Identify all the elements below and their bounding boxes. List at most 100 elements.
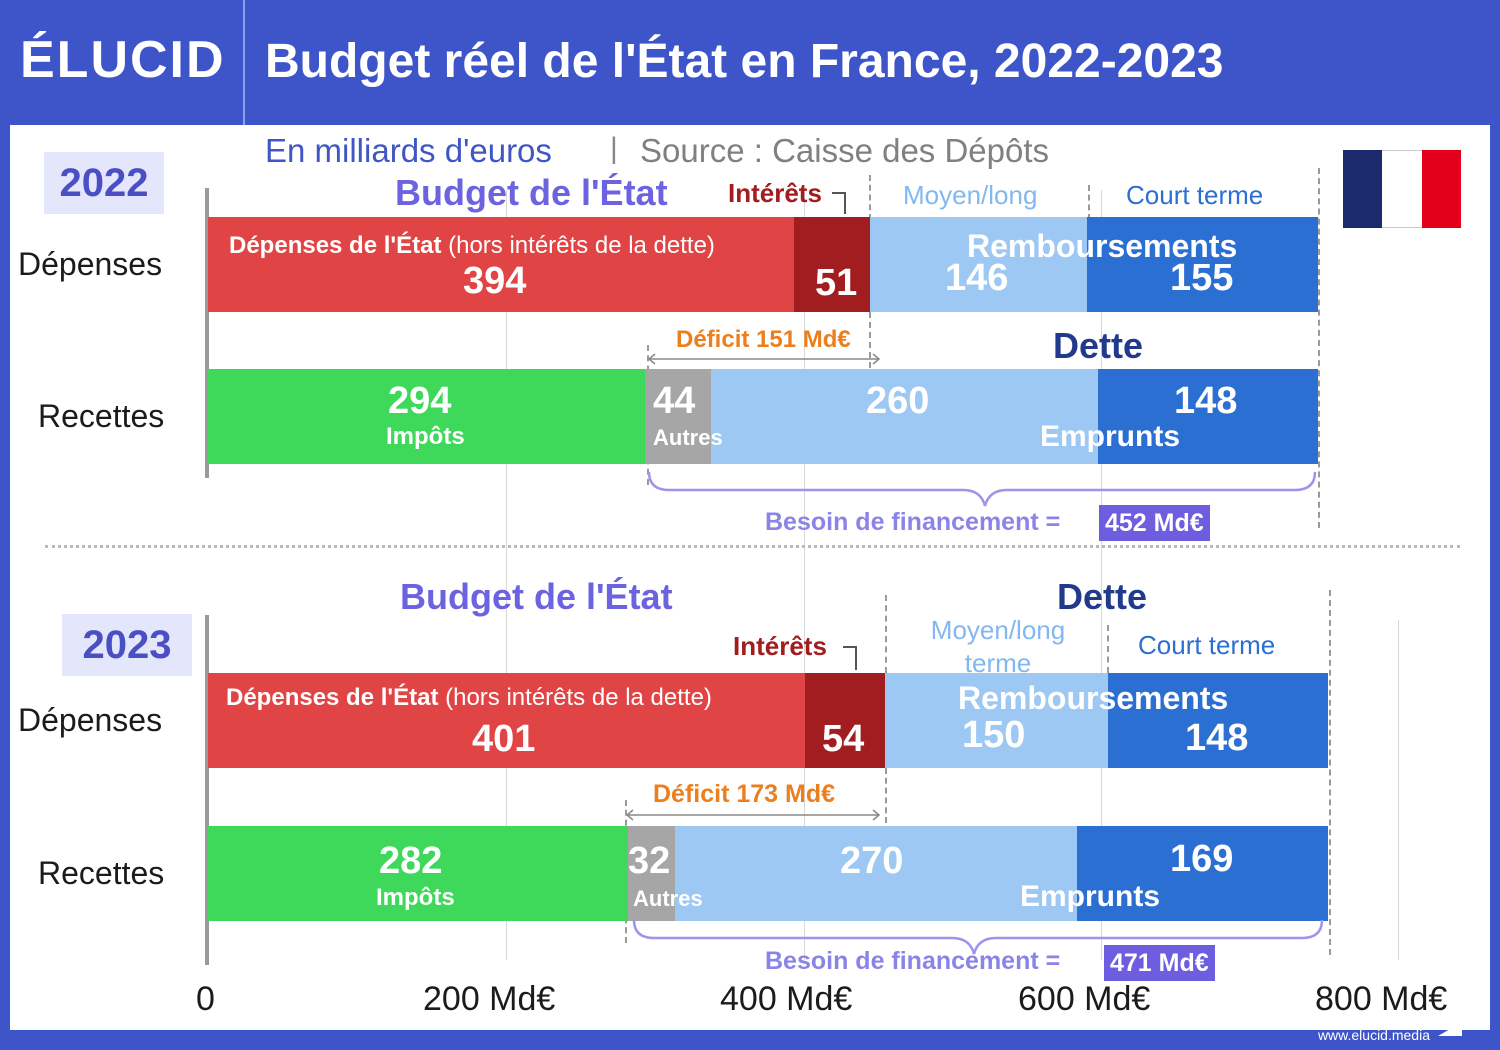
interets-bracket-2022: [832, 192, 846, 214]
bar-remb-court-terme-2023: [1108, 673, 1329, 768]
label-depenses-2023: 401: [472, 718, 536, 760]
deficit-arrow-2023: [625, 809, 881, 821]
besoin-value-2023: 471 Md€: [1104, 945, 1215, 981]
moyen-long-label-2022: Moyen/long: [903, 180, 1038, 210]
bar-impots-2022: [208, 369, 646, 464]
label-impots-2023: Impôts: [376, 884, 455, 911]
label-emprunts-2022: Emprunts: [1040, 420, 1181, 453]
label-dette-value-2022: 260: [866, 380, 930, 422]
year-badge-2022: 2022: [44, 152, 164, 214]
row-label-recettes-2022: Recettes: [38, 398, 165, 434]
source-label: Source : Caisse des Dépôts: [640, 132, 1050, 169]
gridline-200: [506, 190, 507, 960]
units-label: En milliards d'euros: [265, 132, 552, 169]
label-remb-court-2023: 148: [1185, 717, 1249, 759]
divider-budget-2023: [885, 595, 887, 673]
bar-emprunts-2022: [1097, 369, 1319, 464]
besoin-value-2022: 452 Md€: [1099, 505, 1210, 541]
divider-terme-2022: [1088, 185, 1090, 220]
year-separator: [45, 545, 1460, 548]
bar-emprunts-2023: [1076, 826, 1329, 921]
bar-interets-2023: [804, 673, 886, 768]
label-emprunts-value-2023: 169: [1170, 838, 1234, 880]
deficit-right-marker-2022: [869, 312, 871, 368]
court-terme-label-2023: Court terme: [1138, 630, 1276, 660]
depenses-etat-caption-2023: Dépenses de l'État (hors intérêts de la …: [226, 684, 712, 711]
bar-depenses-etat-2022: [208, 217, 795, 312]
label-depenses-2022: 394: [463, 260, 527, 302]
label-impots-value-2023: 282: [379, 840, 443, 882]
label-autres-value-2022: 44: [653, 380, 696, 422]
label-emprunts-value-2022: 148: [1174, 380, 1238, 422]
dette-title-2022: Dette: [1053, 325, 1144, 366]
label-impots-2022: Impôts: [386, 423, 465, 450]
bar-depenses-etat-2023: [208, 673, 805, 768]
label-autres-2022: Autres: [653, 425, 723, 450]
label-autres-value-2023: 32: [628, 840, 671, 882]
bar-dette-2023: [675, 826, 1077, 921]
interets-label-2023: Intérêts: [733, 631, 827, 661]
dette-title-2023: Dette: [1057, 576, 1148, 617]
interets-bracket-2023: [843, 646, 857, 670]
budget-title-2023: Budget de l'État: [400, 576, 673, 617]
label-remb-moyen-2022: 146: [945, 257, 1009, 299]
besoin-label-2023: Besoin de financement =: [765, 947, 1061, 975]
page-title: Budget réel de l'État en France, 2022-20…: [265, 35, 1224, 88]
elucid-mark-icon: [1438, 1022, 1462, 1036]
france-flag-icon: [1343, 150, 1461, 228]
row-label-depenses-2022: Dépenses: [18, 246, 163, 282]
gridline-400: [804, 190, 805, 960]
deficit-label-2022: Déficit 151 Md€: [676, 326, 851, 353]
elucid-logo: ÉLUCID: [20, 31, 226, 89]
label-interets-2023: 54: [822, 718, 865, 760]
header-bar: ÉLUCID Budget réel de l'État en France, …: [0, 0, 1500, 125]
x-tick-200: 200 Md€: [423, 980, 556, 1018]
bar-dette-2022: [710, 369, 1098, 464]
besoin-label-2022: Besoin de financement =: [765, 508, 1061, 536]
x-tick-400: 400 Md€: [720, 980, 853, 1018]
bar-autres-2023: [627, 826, 676, 921]
divider-right-2022: [1318, 168, 1320, 528]
label-interets-2022: 51: [815, 262, 858, 304]
moyen-long-label-2023: Moyen/long terme: [930, 615, 1066, 678]
header-divider: [243, 0, 245, 125]
label-impots-value-2022: 294: [388, 380, 452, 422]
budget-title-2022: Budget de l'État: [395, 172, 668, 213]
besoin-brace-2022: [647, 471, 1317, 507]
interets-label-2022: Intérêts: [728, 178, 822, 208]
divider-budget-2022: [869, 175, 871, 220]
deficit-right-marker-2023: [885, 768, 887, 823]
bar-remb-moyen-long-2022: [870, 217, 1088, 312]
footer-url: www.elucid.media: [1317, 1027, 1430, 1043]
y-axis-line-2023: [205, 615, 209, 965]
label-remb-moyen-2023: 150: [962, 714, 1026, 756]
label-dette-value-2023: 270: [840, 840, 904, 882]
divider-terme-2023: [1107, 625, 1109, 673]
deficit-label-2023: Déficit 173 Md€: [653, 780, 836, 808]
gridline-600: [1101, 190, 1102, 960]
divider-right-2023: [1329, 590, 1331, 955]
bar-autres-2022: [645, 369, 711, 464]
row-label-recettes-2023: Recettes: [38, 855, 165, 891]
label-emprunts-2023: Emprunts: [1020, 880, 1161, 913]
bar-impots-2023: [208, 826, 628, 921]
remboursements-caption-2023: Remboursements: [958, 680, 1229, 716]
bar-interets-2022: [794, 217, 871, 312]
label-autres-2023: Autres: [633, 886, 703, 911]
besoin-brace-2023: [632, 919, 1324, 955]
row-label-depenses-2023: Dépenses: [18, 702, 163, 738]
remboursements-caption-2022: Remboursements: [967, 228, 1238, 264]
x-tick-800: 800 Md€: [1315, 980, 1448, 1018]
bar-remb-moyen-long-2023: [885, 673, 1109, 768]
bar-remb-court-terme-2022: [1087, 217, 1319, 312]
x-tick-0: 0: [196, 980, 215, 1018]
x-tick-600: 600 Md€: [1018, 980, 1151, 1018]
depenses-etat-caption-2022: Dépenses de l'État (hors intérêts de la …: [229, 232, 715, 259]
deficit-arrow-2022: [647, 353, 881, 365]
court-terme-label-2022: Court terme: [1126, 180, 1264, 210]
subtitle-separator: |: [610, 132, 618, 165]
year-badge-2023: 2023: [62, 614, 192, 676]
y-axis-line-2022: [205, 188, 209, 478]
gridline-800: [1398, 620, 1399, 960]
